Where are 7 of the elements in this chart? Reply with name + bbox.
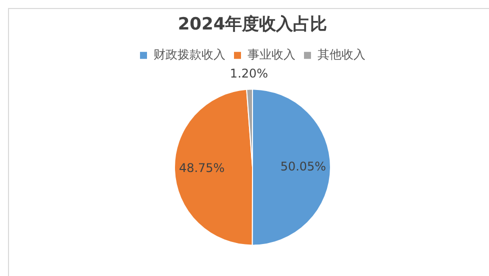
legend-label: 事业收入 <box>248 48 296 62</box>
chart-title: 2024年度收入占比 <box>178 14 328 35</box>
data-label: 50.05% <box>280 159 326 174</box>
legend-label: 其他收入 <box>318 48 366 62</box>
legend-label: 财政拨款收入 <box>154 48 226 62</box>
data-label: 1.20% <box>230 66 268 80</box>
data-label: 48.75% <box>178 161 225 176</box>
